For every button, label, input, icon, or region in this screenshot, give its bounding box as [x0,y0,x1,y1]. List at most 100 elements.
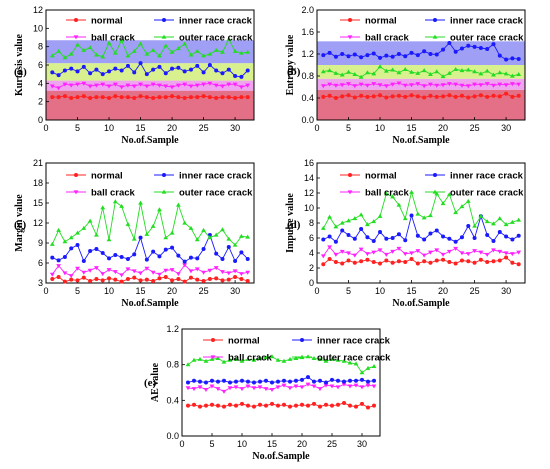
data-point-ball [194,267,200,272]
data-point-outer [371,71,377,76]
legend-marker-ball [347,190,353,195]
data-point-inner [333,54,338,59]
series-ball [49,81,251,91]
data-point-outer [353,361,359,366]
legend-marker-ball [210,355,216,360]
x-tick-label: 5 [75,286,80,296]
data-point-outer [87,218,93,223]
data-point-inner [504,57,509,62]
data-point-ball [446,82,452,87]
data-point-inner [466,224,471,228]
data-point-ball [220,270,225,275]
data-point-ball [56,264,62,269]
data-point-outer [207,235,213,240]
data-point-ball [428,250,433,255]
data-point-normal [151,96,156,100]
data-point-outer [478,71,484,76]
data-point-inner [270,380,274,385]
data-point-ball [497,82,503,87]
data-point-ball [409,251,414,256]
data-point-outer [371,364,377,369]
data-point-inner [204,380,208,385]
data-point-normal [210,402,214,407]
data-point-normal [88,279,93,283]
y-tick-label: 4 [309,248,314,258]
y-tick-label: 3 [38,278,43,288]
data-point-ball [465,84,471,89]
data-point-ball [163,84,169,89]
series-ball [49,263,251,279]
data-point-outer [509,219,515,224]
data-point-outer [106,40,112,45]
data-point-normal [453,94,458,99]
data-point-normal [69,96,74,100]
data-point-inner [403,238,408,243]
data-point-outer [358,212,364,217]
data-point-outer [377,213,383,218]
data-point-inner [359,227,364,231]
legend-marker-normal [74,173,78,177]
legend-label-outer: outer race crack [450,188,524,199]
data-point-outer [220,227,225,232]
legend-label-ball: ball crack [365,188,410,199]
data-point-outer [100,54,106,59]
data-point-normal [294,403,298,408]
data-point-outer [157,207,162,212]
x-tick-label: 10 [237,439,247,449]
data-point-outer [201,227,206,232]
data-point-outer [491,72,496,77]
data-point-inner [226,67,231,72]
data-point-inner [360,377,364,382]
data-point-inner [233,259,238,263]
data-point-outer [197,356,203,361]
data-point-ball [311,384,317,389]
data-point-inner [336,378,340,383]
data-point-ball [371,250,377,255]
y-tick-label: 8 [309,218,314,228]
data-point-ball [213,266,219,271]
data-point-inner [107,256,112,261]
data-point-normal [170,278,175,283]
data-point-normal [94,277,99,281]
data-point-normal [192,402,196,407]
data-point-outer [333,224,339,229]
data-point-ball [62,82,68,87]
data-point-inner [252,380,256,385]
data-point-ball [371,82,377,87]
data-point-outer [459,204,465,209]
data-point-inner [94,67,99,72]
data-point-inner [366,379,370,384]
data-point-ball [94,266,99,271]
x-tick-label: 15 [407,286,417,296]
legend-label-ball: ball crack [91,188,136,199]
y-tick-label: 2 [38,97,43,107]
data-point-normal [170,94,175,99]
data-point-outer [497,216,503,221]
data-point-inner [176,253,181,258]
chart-panel-3: 0 5 10 15 20 25 30 3 6 9 12 15 18 21 No.of.Sample Margi… [14,158,255,309]
legend-label-outer: outer race crack [317,353,391,364]
data-point-inner [288,379,292,384]
data-point-normal [107,276,112,281]
data-point-inner [220,257,225,261]
data-point-ball [320,254,326,259]
data-point-outer [75,42,80,47]
data-point-inner [170,66,175,71]
data-point-inner [516,233,521,238]
data-point-ball [478,83,484,88]
data-point-inner [384,236,389,241]
x-tick-label: 30 [357,439,367,449]
data-point-normal [428,93,433,98]
data-point-outer [49,53,55,58]
data-point-outer [305,354,311,359]
data-point-inner [504,234,509,239]
data-point-ball [415,82,421,87]
x-tick-label: 25 [470,123,480,133]
data-point-outer [112,50,118,55]
data-point-inner [75,243,80,247]
data-point-ball [358,82,364,87]
data-point-inner [318,378,322,383]
data-point-inner [88,71,93,76]
data-point-inner [119,255,124,259]
data-point-ball [440,252,446,257]
